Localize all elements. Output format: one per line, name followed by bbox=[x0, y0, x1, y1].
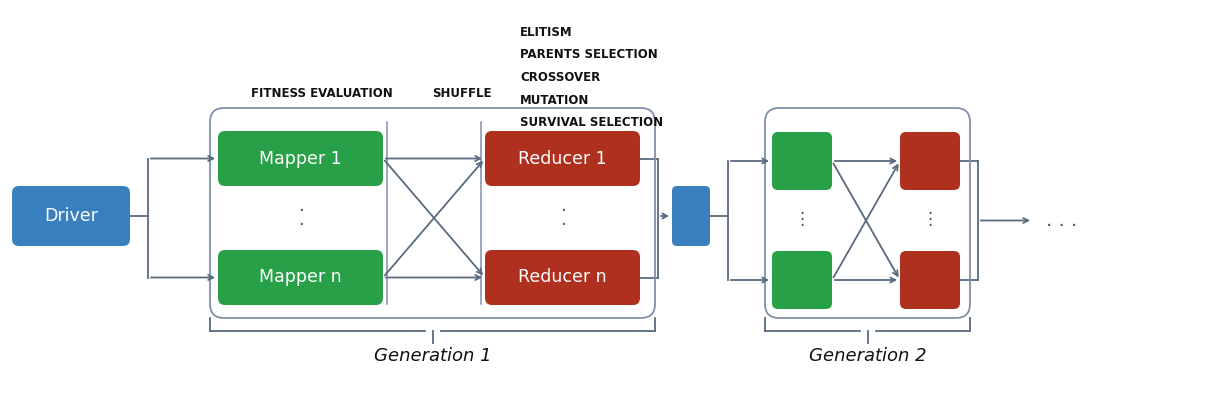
Text: Generation 1: Generation 1 bbox=[373, 347, 491, 365]
Text: ELITISM: ELITISM bbox=[519, 26, 572, 39]
Text: Mapper n: Mapper n bbox=[259, 268, 341, 286]
Text: Driver: Driver bbox=[44, 207, 98, 225]
FancyBboxPatch shape bbox=[772, 251, 833, 309]
Text: ·: · bbox=[297, 202, 303, 220]
Text: ·: · bbox=[927, 211, 932, 229]
Text: CROSSOVER: CROSSOVER bbox=[519, 71, 600, 84]
FancyBboxPatch shape bbox=[219, 250, 383, 305]
Text: ·: · bbox=[799, 211, 804, 229]
Text: ·: · bbox=[799, 217, 804, 235]
Text: ·: · bbox=[927, 217, 932, 235]
FancyBboxPatch shape bbox=[219, 131, 383, 186]
Text: Reducer n: Reducer n bbox=[518, 268, 607, 286]
Text: FITNESS EVALUATION: FITNESS EVALUATION bbox=[251, 87, 393, 100]
Text: MUTATION: MUTATION bbox=[519, 93, 589, 106]
FancyBboxPatch shape bbox=[772, 132, 833, 190]
Text: ·: · bbox=[297, 216, 303, 234]
FancyBboxPatch shape bbox=[672, 186, 710, 246]
Text: ·: · bbox=[799, 206, 804, 224]
Text: . . .: . . . bbox=[1046, 211, 1077, 230]
Text: PARENTS SELECTION: PARENTS SELECTION bbox=[519, 49, 658, 62]
Text: SURVIVAL SELECTION: SURVIVAL SELECTION bbox=[519, 116, 663, 129]
Text: SHUFFLE: SHUFFLE bbox=[432, 87, 491, 100]
FancyBboxPatch shape bbox=[12, 186, 130, 246]
Text: Reducer 1: Reducer 1 bbox=[518, 149, 607, 168]
FancyBboxPatch shape bbox=[900, 251, 960, 309]
FancyBboxPatch shape bbox=[485, 131, 640, 186]
Text: Generation 2: Generation 2 bbox=[809, 347, 926, 365]
FancyBboxPatch shape bbox=[900, 132, 960, 190]
Text: ·: · bbox=[927, 206, 932, 224]
Text: ·: · bbox=[560, 216, 565, 234]
Text: ·: · bbox=[560, 202, 565, 220]
FancyBboxPatch shape bbox=[485, 250, 640, 305]
Text: Mapper 1: Mapper 1 bbox=[259, 149, 341, 168]
